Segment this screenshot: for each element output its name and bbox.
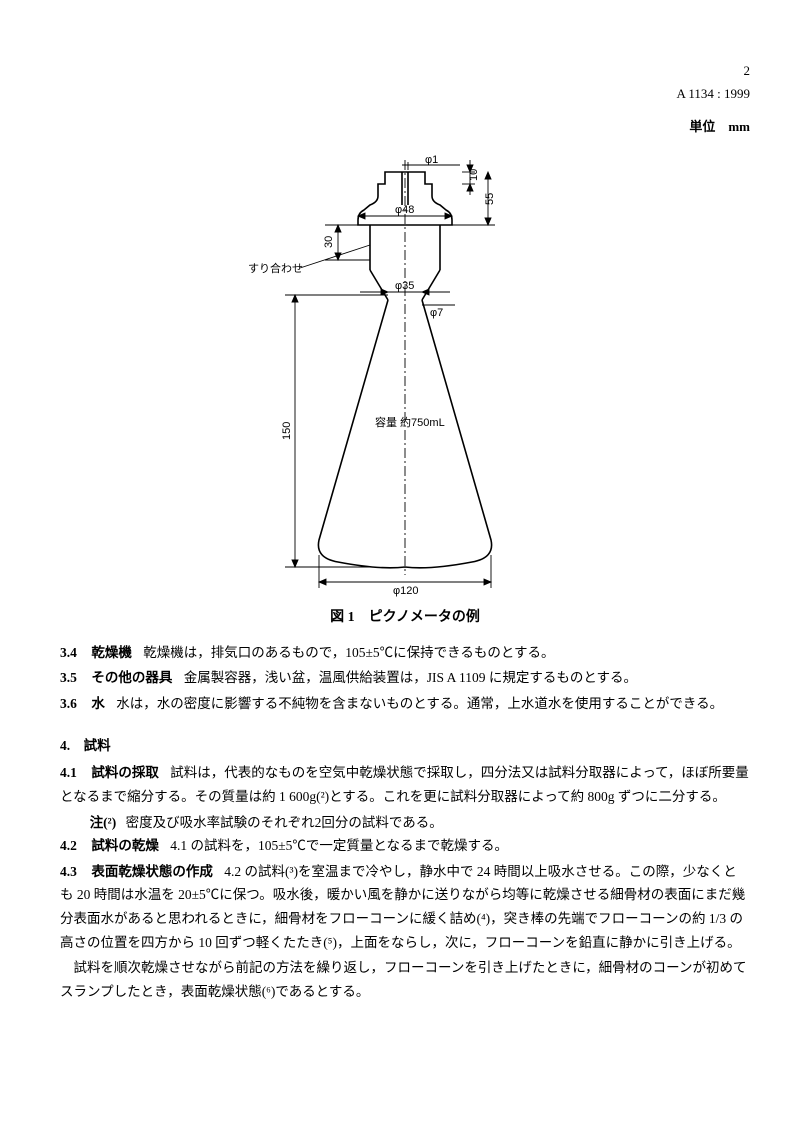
dim-phi48: φ48 bbox=[395, 204, 414, 216]
sec-title: その他の器具 bbox=[91, 670, 172, 685]
page-header: 2 A 1134 : 1999 単位 mm bbox=[60, 60, 750, 138]
section-4-3-cont: 試料を順次乾燥させながら前記の方法を繰り返し，フローコーンを引き上げたときに，細… bbox=[60, 956, 750, 1003]
sec-num: 3.4 bbox=[60, 641, 88, 665]
page-number: 2 bbox=[60, 60, 750, 83]
section-4-3: 4.3 表面乾燥状態の作成 4.2 の試料(³)を室温まで冷やし，静水中で 24… bbox=[60, 860, 750, 955]
note-text: 密度及び吸水率試験のそれぞれ2回分の試料である。 bbox=[126, 815, 443, 830]
pycnometer-diagram: φ1 10 φ48 55 bbox=[230, 150, 580, 600]
sec-num: 4.1 bbox=[60, 761, 88, 785]
suri-awase-label: すり合わせ bbox=[248, 261, 303, 275]
section-4-1: 4.1 試料の採取 試料は，代表的なものを空気中乾燥状態で採取し，四分法又は試料… bbox=[60, 761, 750, 808]
dim-h55: 55 bbox=[484, 193, 496, 205]
note-label: 注(²) bbox=[90, 815, 117, 830]
sec-num: 4.2 bbox=[60, 834, 88, 858]
pycnometer-figure: φ1 10 φ48 55 bbox=[60, 150, 750, 600]
sec-text: 乾燥機は，排気口のあるもので，105±5℃に保持できるものとする。 bbox=[143, 645, 554, 660]
sec-title: 表面乾燥状態の作成 bbox=[91, 864, 213, 879]
figure-caption: 図 1 ピクノメータの例 bbox=[60, 606, 750, 631]
capacity-label: 容量 約750mL bbox=[375, 415, 445, 429]
document-id: A 1134 : 1999 bbox=[60, 83, 750, 106]
unit-label: 単位 mm bbox=[60, 116, 750, 139]
dim-phi120: φ120 bbox=[393, 585, 419, 597]
dim-phi7: φ7 bbox=[430, 307, 443, 319]
dim-h150: 150 bbox=[281, 422, 293, 440]
dim-h10: 10 bbox=[468, 169, 480, 181]
sec-num: 4.3 bbox=[60, 860, 88, 884]
sec-num: 3.6 bbox=[60, 692, 88, 716]
section-3-5: 3.5 その他の器具 金属製容器，浅い盆，温風供給装置は，JIS A 1109 … bbox=[60, 666, 750, 690]
sec-num: 3.5 bbox=[60, 666, 88, 690]
section-3-6: 3.6 水 水は，水の密度に影響する不純物を含まないものとする。通常，上水道水を… bbox=[60, 692, 750, 716]
dim-phi1: φ1 bbox=[425, 154, 438, 166]
dim-phi35: φ35 bbox=[395, 280, 414, 292]
sec-title: 水 bbox=[91, 696, 105, 711]
section-4-head: 4. 試料 bbox=[60, 734, 750, 758]
sec-text: 金属製容器，浅い盆，温風供給装置は，JIS A 1109 に規定するものとする。 bbox=[184, 670, 637, 685]
note-2: 注(²) 密度及び吸水率試験のそれぞれ2回分の試料である。 bbox=[90, 811, 750, 835]
section-4-2: 4.2 試料の乾燥 4.1 の試料を，105±5℃で一定質量となるまで乾燥する。 bbox=[60, 834, 750, 858]
dim-h30: 30 bbox=[323, 236, 335, 248]
sec-title: 試料の採取 bbox=[91, 765, 159, 780]
sec-title: 乾燥機 bbox=[91, 645, 132, 660]
sec-text: 水は，水の密度に影響する不純物を含まないものとする。通常，上水道水を使用すること… bbox=[116, 696, 723, 711]
sec-title: 試料の乾燥 bbox=[91, 838, 159, 853]
section-3-4: 3.4 乾燥機 乾燥機は，排気口のあるもので，105±5℃に保持できるものとする… bbox=[60, 641, 750, 665]
sec-text: 4.1 の試料を，105±5℃で一定質量となるまで乾燥する。 bbox=[170, 838, 508, 853]
sec-text: 試料は，代表的なものを空気中乾燥状態で採取し，四分法又は試料分取器によって，ほぼ… bbox=[60, 765, 749, 804]
